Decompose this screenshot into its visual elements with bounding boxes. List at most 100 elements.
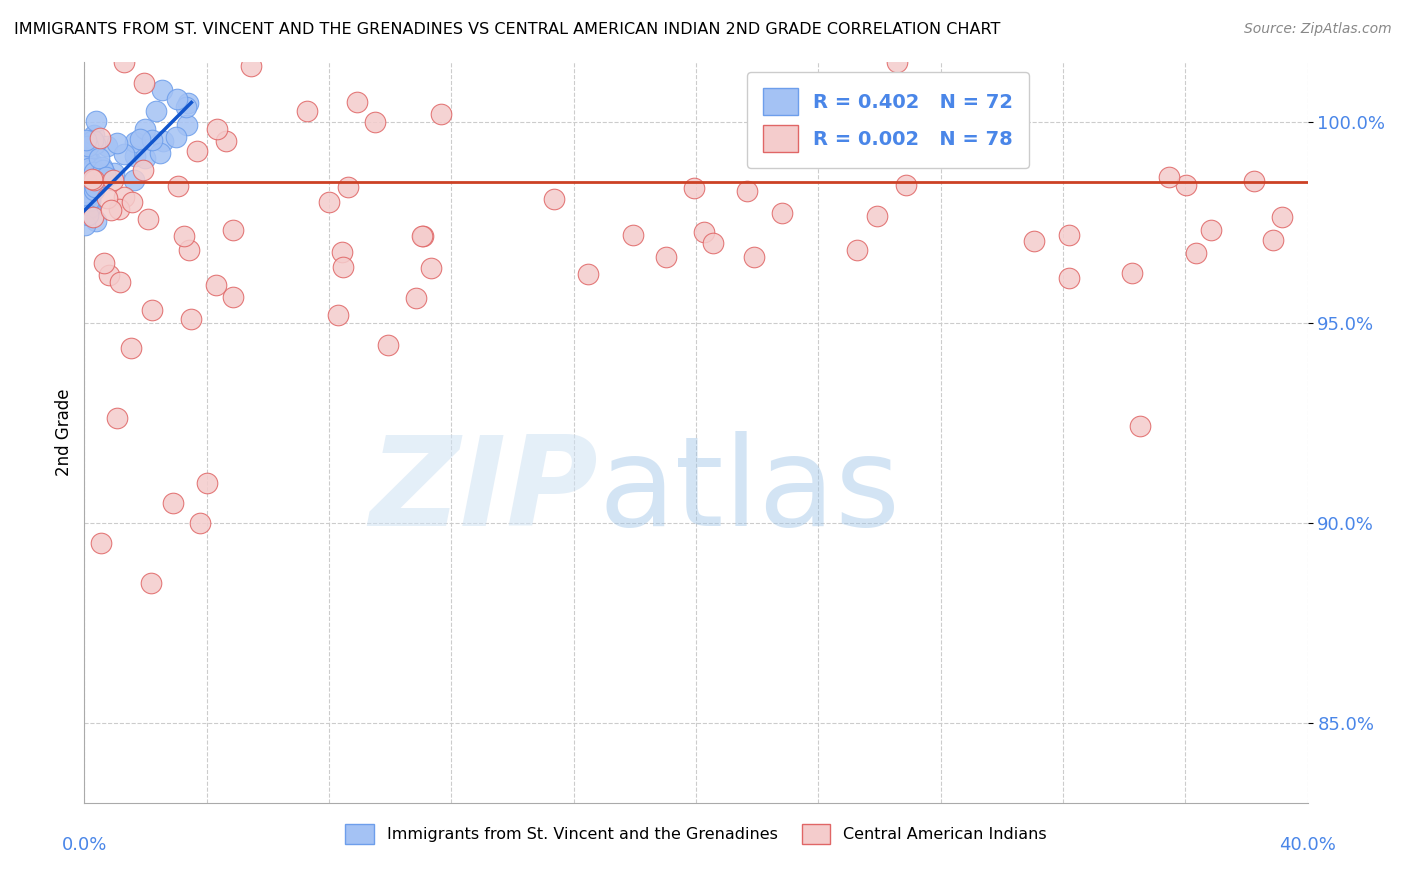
Point [1024,234,1046,248]
Text: Source: ZipAtlas.com: Source: ZipAtlas.com [1244,22,1392,37]
Point [94,167,117,181]
Point [149,146,172,161]
Text: ZIP: ZIP [370,432,598,552]
Point [166,92,188,106]
Point [139,575,162,590]
Point [165,130,187,145]
Point [77,173,100,187]
Point [124,149,146,163]
Point [419,260,441,275]
Point [86,174,108,188]
Point [162,496,184,510]
Point [150,83,173,97]
Legend: Immigrants from St. Vincent and the Grenadines, Central American Indians: Immigrants from St. Vincent and the Gren… [339,818,1053,850]
Point [76,189,98,203]
Point [76,137,98,152]
Point [177,95,200,110]
Point [79,194,101,208]
Point [101,172,124,186]
Point [110,275,132,289]
Point [318,194,340,209]
Point [84,137,107,152]
Point [128,132,150,146]
Point [702,235,724,250]
Point [145,103,167,118]
Point [621,228,644,243]
Point [845,244,868,258]
Point [429,106,451,120]
Point [83,165,105,179]
Point [240,59,263,73]
Point [1185,245,1208,260]
Point [576,268,599,282]
Point [979,132,1001,146]
Point [364,115,387,129]
Point [79,201,101,215]
Point [83,183,105,197]
Point [222,290,245,304]
Point [1057,270,1080,285]
Point [112,146,135,161]
Point [346,95,368,110]
Point [173,229,195,244]
Point [412,229,434,244]
Point [132,76,155,90]
Text: 0.0%: 0.0% [62,836,107,855]
Point [1159,169,1181,184]
Point [77,175,100,189]
Point [994,124,1017,138]
Point [1271,210,1294,224]
Point [91,163,114,178]
Point [120,341,142,355]
Point [112,190,135,204]
Point [96,191,118,205]
Point [886,55,908,70]
Point [108,202,131,216]
Point [105,410,128,425]
Point [76,164,98,178]
Point [180,312,202,326]
Point [152,134,174,148]
Point [1129,418,1152,433]
Point [141,302,163,317]
Text: IMMIGRANTS FROM ST. VINCENT AND THE GRENADINES VS CENTRAL AMERICAN INDIAN 2ND GR: IMMIGRANTS FROM ST. VINCENT AND THE GREN… [14,22,1001,37]
Point [77,138,100,153]
Point [655,250,678,264]
Point [82,210,104,224]
Point [336,179,359,194]
Point [177,244,200,258]
Point [205,278,228,293]
Point [188,516,211,530]
Point [1263,234,1285,248]
Point [297,103,319,118]
Point [735,184,758,198]
Point [205,122,228,136]
Point [73,218,96,232]
Point [77,170,100,185]
Point [83,128,105,143]
Point [75,166,97,180]
Point [76,181,98,195]
Point [79,156,101,170]
Point [105,136,128,150]
Point [683,181,706,195]
Point [222,223,245,237]
Point [82,133,104,147]
Text: 40.0%: 40.0% [1279,836,1336,855]
Point [332,260,354,274]
Point [770,206,793,220]
Point [134,122,156,136]
Point [742,250,765,264]
Point [77,193,100,207]
Point [93,256,115,270]
Point [79,174,101,188]
Point [103,166,125,180]
Point [80,155,103,169]
Point [77,154,100,169]
Point [167,179,190,194]
Point [1243,174,1265,188]
Point [215,134,238,148]
Point [83,179,105,194]
Point [330,244,353,259]
Point [405,291,427,305]
